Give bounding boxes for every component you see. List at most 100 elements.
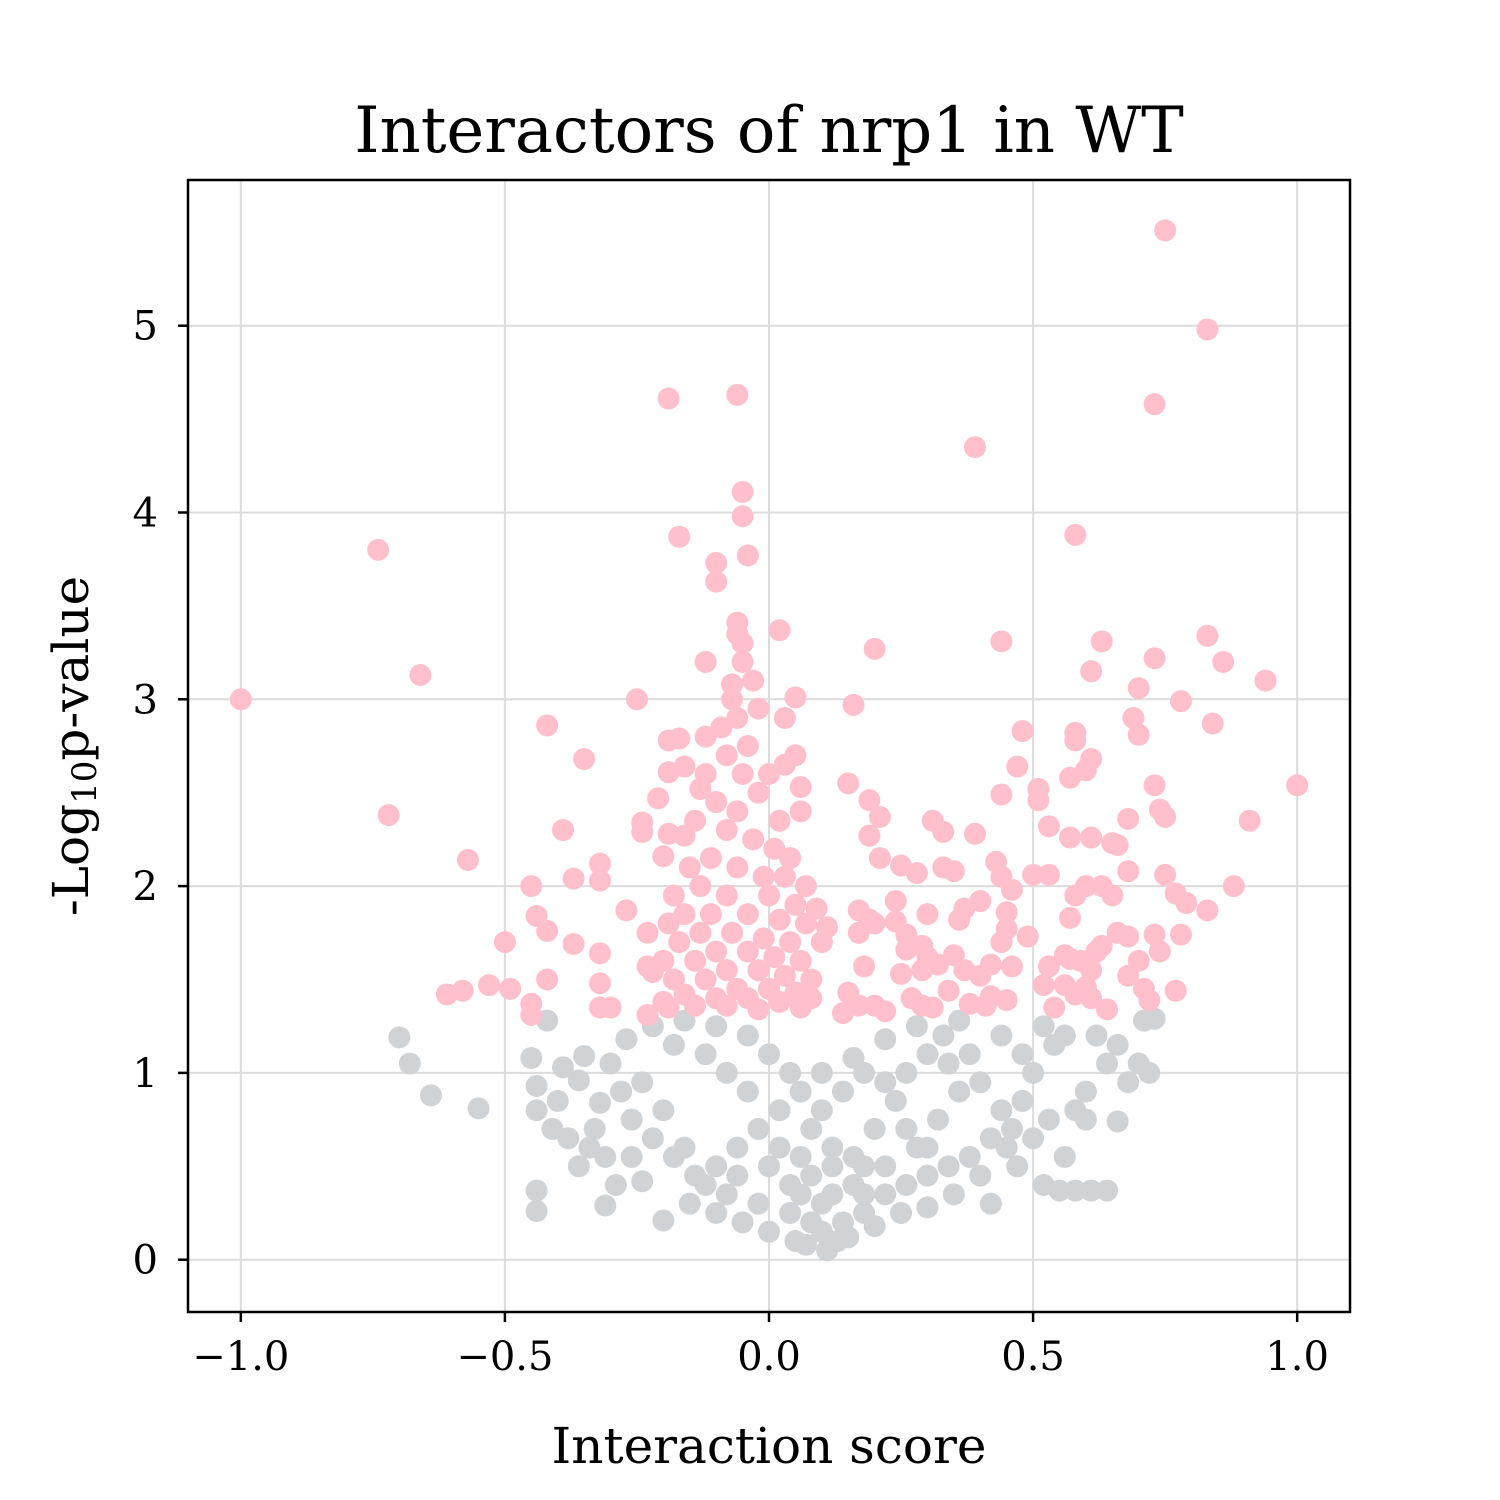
- significant-point: [409, 664, 432, 687]
- significant-point: [694, 650, 717, 673]
- non-significant-point: [995, 1136, 1018, 1159]
- non-significant-point: [794, 1233, 817, 1256]
- significant-point: [874, 1000, 897, 1023]
- significant-point: [868, 847, 891, 870]
- significant-point: [963, 822, 986, 845]
- significant-point: [1032, 974, 1055, 997]
- significant-point: [662, 884, 685, 907]
- significant-point: [969, 964, 992, 987]
- y-axis-label-main: -Log: [42, 804, 100, 916]
- significant-point: [1096, 998, 1119, 1021]
- significant-point: [742, 669, 765, 692]
- non-significant-point: [779, 1201, 802, 1224]
- non-significant-point: [990, 1024, 1013, 1047]
- significant-point: [905, 862, 928, 885]
- significant-point: [1127, 677, 1150, 700]
- significant-point: [615, 899, 638, 922]
- non-significant-point: [573, 1045, 596, 1068]
- non-significant-point: [1043, 1033, 1066, 1056]
- gridlines: [188, 180, 1350, 1312]
- non-significant-point: [583, 1117, 606, 1140]
- significant-point: [631, 820, 654, 843]
- non-significant-point: [948, 1009, 971, 1032]
- significant-point: [1222, 875, 1245, 898]
- non-significant-point: [1022, 1061, 1045, 1084]
- non-significant-point: [747, 1192, 770, 1215]
- non-significant-point: [916, 1043, 939, 1066]
- significant-point: [1000, 955, 1023, 978]
- significant-point: [562, 933, 585, 956]
- non-significant-point: [1096, 1052, 1119, 1075]
- significant-point: [657, 387, 680, 410]
- non-significant-point: [979, 1192, 1002, 1215]
- significant-point: [863, 912, 886, 935]
- non-significant-point: [874, 1028, 897, 1051]
- significant-point: [562, 867, 585, 890]
- significant-point: [668, 931, 691, 954]
- non-significant-point: [958, 1043, 981, 1066]
- significant-point: [1143, 774, 1166, 797]
- significant-point: [1164, 979, 1187, 1002]
- significant-point: [858, 789, 881, 812]
- non-significant-point: [388, 1026, 411, 1049]
- significant-point: [1027, 789, 1050, 812]
- significant-point: [847, 921, 870, 944]
- non-significant-point: [826, 1230, 849, 1253]
- non-significant-point: [969, 1164, 992, 1187]
- non-significant-point: [736, 1080, 759, 1103]
- significant-point: [1011, 720, 1034, 743]
- non-significant-point: [525, 1200, 548, 1223]
- non-significant-point: [604, 1173, 627, 1196]
- significant-point: [726, 800, 749, 823]
- significant-point: [726, 856, 749, 879]
- significant-point: [1117, 807, 1140, 830]
- significant-point: [478, 974, 501, 997]
- significant-point: [1154, 805, 1177, 828]
- significant-point: [1085, 940, 1108, 963]
- y-tick-label: 0: [133, 1238, 158, 1284]
- non-significant-point: [736, 1024, 759, 1047]
- non-significant-point: [567, 1069, 590, 1092]
- significant-point: [1212, 650, 1235, 673]
- significant-point: [1169, 690, 1192, 713]
- significant-point: [715, 744, 738, 767]
- non-significant-point: [916, 1164, 939, 1187]
- significant-point: [694, 763, 717, 786]
- significant-point: [752, 865, 775, 888]
- non-significant-point: [1117, 1071, 1140, 1094]
- non-significant-point: [1074, 1080, 1097, 1103]
- non-significant-point: [937, 1052, 960, 1075]
- significant-point: [763, 837, 786, 860]
- non-significant-point: [789, 1183, 812, 1206]
- x-axis-label: Interaction score: [552, 1417, 987, 1475]
- non-significant-point: [937, 1155, 960, 1178]
- significant-point: [705, 570, 728, 593]
- significant-point: [1143, 923, 1166, 946]
- x-tick-label: −1.0: [192, 1334, 289, 1380]
- non-significant-point: [1032, 1015, 1055, 1038]
- significant-point: [652, 845, 675, 868]
- non-significant-point: [916, 1136, 939, 1159]
- significant-point: [916, 903, 939, 926]
- significant-point: [588, 852, 611, 875]
- significant-point: [742, 828, 765, 851]
- significant-point: [726, 706, 749, 729]
- non-significant-point: [853, 1061, 876, 1084]
- significant-point: [784, 893, 807, 916]
- significant-point: [1006, 755, 1029, 778]
- y-axis-label-suffix: p-value: [42, 576, 100, 761]
- non-significant-point: [546, 1089, 569, 1112]
- significant-point: [1064, 884, 1087, 907]
- non-significant-point: [821, 1155, 844, 1178]
- non-significant-point: [705, 1201, 728, 1224]
- significant-point: [800, 968, 823, 991]
- non-significant-point: [1011, 1089, 1034, 1112]
- significant-point: [1148, 940, 1171, 963]
- significant-point: [1059, 766, 1082, 789]
- y-tick-label: 4: [133, 491, 158, 537]
- significant-point: [1286, 774, 1309, 797]
- non-significant-point: [905, 1015, 928, 1038]
- significant-point: [673, 755, 696, 778]
- significant-point: [747, 781, 770, 804]
